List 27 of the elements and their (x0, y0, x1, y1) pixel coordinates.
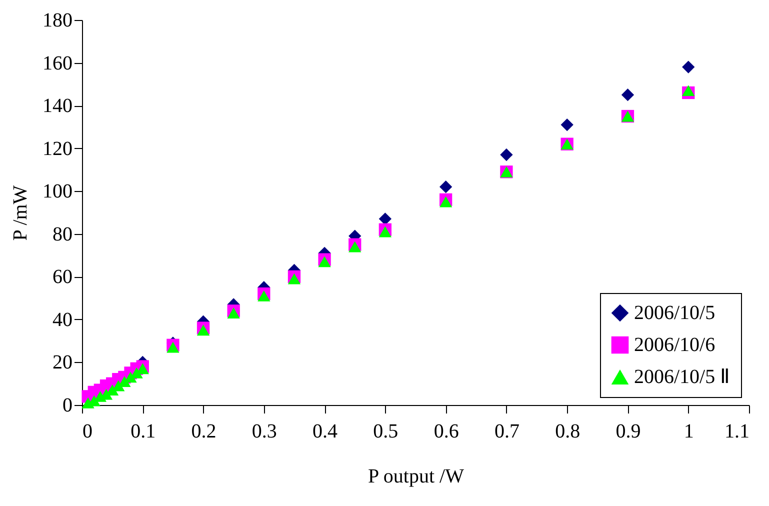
x-tick-label: 0.9 (616, 420, 641, 442)
x-tick-label: 0.7 (494, 420, 520, 442)
x-tick-label: 0.2 (191, 420, 216, 442)
x-tick-label: 0.1 (130, 420, 156, 442)
x-tick-label: 0 (82, 420, 92, 442)
x-tick-label: 1.1 (724, 420, 750, 442)
legend-label: 2006/10/6 (634, 334, 716, 356)
y-tick-label: 80 (52, 223, 72, 246)
x-axis-title: P output /W (368, 466, 464, 488)
y-tick-label: 20 (52, 352, 72, 374)
x-tick-label: 0.5 (373, 420, 398, 442)
x-tick-label: 0.3 (252, 420, 277, 442)
x-tick-label: 0.4 (312, 420, 338, 442)
legend-label: 2006/10/5 (634, 302, 716, 324)
y-tick-label: 120 (42, 138, 72, 160)
x-tick-label: 1 (684, 420, 694, 442)
y-tick-label: 180 (42, 10, 72, 32)
legend-label: 2006/10/5 Ⅱ (634, 366, 730, 388)
y-tick-label: 100 (42, 180, 72, 203)
x-tick-label: 0.6 (434, 420, 459, 442)
y-tick-label: 140 (42, 95, 72, 118)
y-axis-title: P /mW (10, 185, 32, 241)
y-tick-label: 160 (42, 52, 72, 74)
y-tick-label: 60 (52, 266, 72, 288)
y-tick-label: 40 (52, 308, 72, 331)
x-tick-label: 0.8 (555, 420, 580, 442)
y-tick-label: 0 (62, 394, 72, 416)
